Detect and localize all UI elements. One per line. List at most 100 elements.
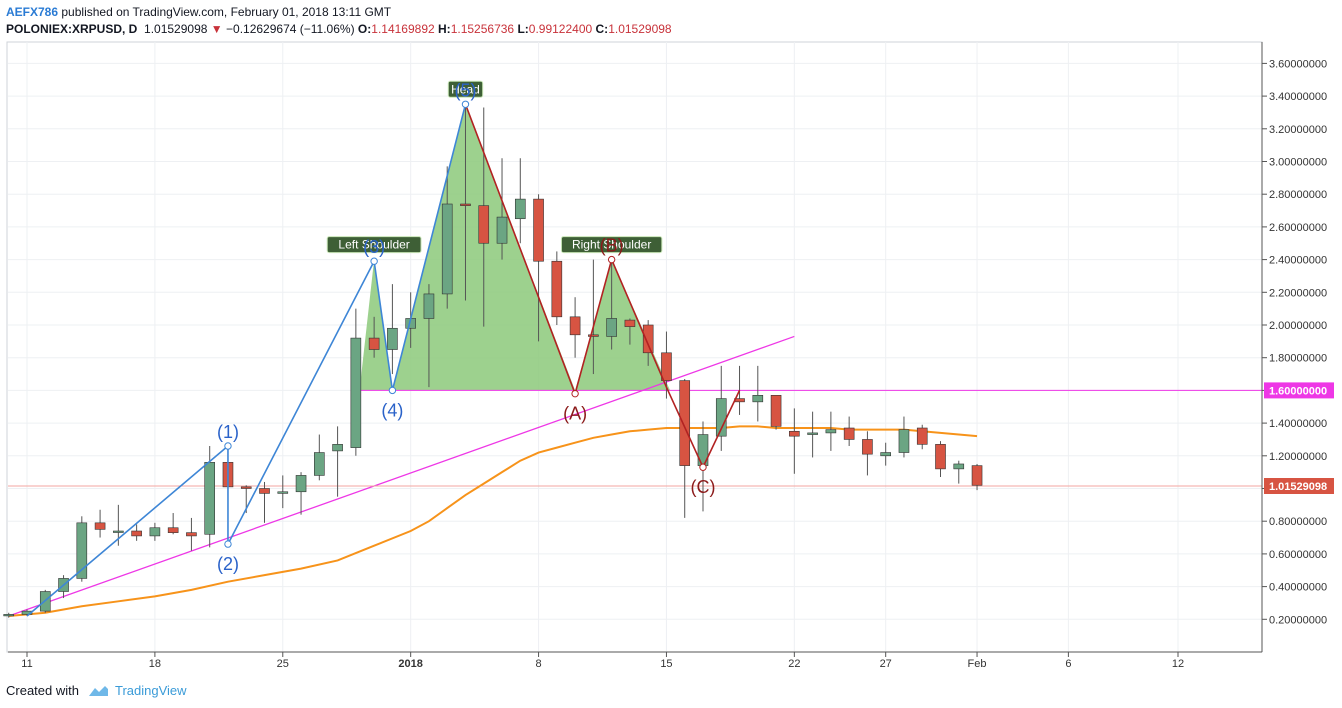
pattern-tag (326, 236, 422, 254)
y-tick-label: 3.60000000 (1269, 58, 1327, 70)
author-name[interactable]: AEFX786 (6, 5, 59, 19)
wave-point (224, 442, 232, 450)
wave-label: (5) (454, 80, 476, 100)
x-tick-label: 8 (535, 658, 541, 670)
candle-body (460, 203, 471, 206)
high-value: 1.15256736 (450, 22, 515, 36)
x-tick-label: 12 (1172, 658, 1184, 670)
footer: Created with TradingView (6, 683, 187, 698)
x-axis[interactable]: 11 18 25 2018 8 15 22 27 Feb 6 12 (8, 651, 1262, 670)
last-price: 1.01529098 (144, 22, 208, 36)
candle-body (113, 530, 124, 533)
candle-body (295, 475, 307, 493)
candle-body (898, 429, 910, 453)
wave-point (571, 389, 579, 398)
x-tick-label: 22 (788, 658, 800, 670)
candle-body (314, 452, 325, 476)
candle-body (441, 203, 453, 295)
candle-body (240, 486, 252, 489)
open-label: O: (357, 22, 372, 36)
neckline-price-badge (1264, 382, 1334, 399)
candle-body (807, 432, 818, 435)
candlesticks (3, 104, 983, 618)
candle-body (259, 488, 270, 494)
y-tick-label: 0.60000000 (1269, 549, 1327, 561)
elliott-waves (26, 100, 741, 617)
candle-body (387, 327, 398, 350)
current-price-badge (1264, 477, 1334, 494)
candle-body (953, 463, 965, 470)
candle-body (770, 395, 782, 427)
candle-body (186, 532, 197, 537)
candle-body (167, 527, 179, 533)
candle-body (350, 337, 362, 448)
candle-body (588, 334, 599, 337)
tradingview-link[interactable]: TradingView (114, 683, 187, 698)
candle-body (606, 318, 617, 337)
candle-body (551, 260, 563, 318)
open-value: 1.14169892 (371, 22, 435, 36)
current-price-badge-text: 1.01529098 (1269, 481, 1327, 493)
candle-body (569, 316, 581, 336)
wave-label: (2) (217, 554, 239, 574)
left-shoulder-area (359, 259, 393, 391)
created-with-text: Created with (6, 683, 79, 698)
tradingview-logo-icon (88, 685, 108, 696)
x-tick-label: 27 (880, 658, 892, 670)
y-tick-label: 3.20000000 (1269, 124, 1327, 136)
impulse-wave-line (26, 104, 467, 617)
y-tick-label: 3.40000000 (1269, 91, 1327, 103)
pattern-tag (447, 80, 484, 98)
price-change: −0.12629674 (−11.06%) (226, 22, 355, 36)
candle-body (916, 427, 928, 445)
wave-label: (3) (363, 237, 385, 257)
candle-body (971, 465, 983, 486)
candle-body (661, 352, 672, 381)
x-tick-label: 6 (1065, 658, 1071, 670)
pattern-tag-label: Head (451, 82, 480, 96)
correction-wave-line (464, 103, 741, 470)
candle-body (332, 444, 343, 452)
publish-info: AEFX786 published on TradingView.com, Fe… (6, 5, 391, 19)
pattern-tag-label: Left Shoulder (338, 238, 409, 252)
close-label: C: (595, 22, 609, 36)
candle-body (789, 430, 800, 437)
candle-body (131, 530, 142, 537)
y-tick-label: 2.80000000 (1269, 189, 1327, 201)
y-tick-label: 2.60000000 (1269, 222, 1327, 234)
x-tick-label: 25 (277, 658, 289, 670)
x-tick-label: 11 (21, 658, 32, 670)
wave-label: (B) (600, 236, 624, 256)
symbol-label: POLONIEX:XRPUSD, D (6, 22, 138, 36)
symbol-info: POLONIEX:XRPUSD, D 1.01529098 ▼ −0.12629… (6, 22, 672, 36)
candle-body (423, 293, 435, 319)
low-value: 0.99122400 (528, 22, 593, 36)
wave-point (370, 257, 378, 265)
wave-label: (4) (381, 400, 403, 420)
pattern-tag (560, 236, 663, 254)
trend-lines (8, 335, 1262, 617)
candle-body (514, 198, 526, 220)
low-label: L: (517, 22, 529, 36)
candle-body (880, 452, 891, 457)
candle-body (277, 491, 289, 494)
publish-text: published on TradingView.com, February 0… (61, 5, 392, 19)
candle-body (679, 380, 691, 466)
x-tick-label: Feb (968, 658, 987, 670)
candle-body (862, 439, 873, 455)
candle-body (642, 324, 654, 354)
candle-body (624, 319, 636, 327)
y-axis[interactable]: 0.20000000 0.40000000 0.60000000 0.80000000… (1261, 42, 1334, 652)
wave-point (461, 100, 470, 108)
candle-body (3, 614, 15, 617)
rising-trendline (8, 335, 795, 617)
candle-body (478, 205, 490, 244)
wave-point (607, 255, 616, 264)
candle-body (368, 337, 380, 350)
y-tick-label: 1.80000000 (1269, 353, 1327, 365)
x-tick-label: 2018 (398, 658, 422, 670)
y-tick-label: 1.40000000 (1269, 418, 1327, 430)
y-tick-label: 0.40000000 (1269, 582, 1327, 594)
wave-label: (A) (563, 404, 587, 424)
